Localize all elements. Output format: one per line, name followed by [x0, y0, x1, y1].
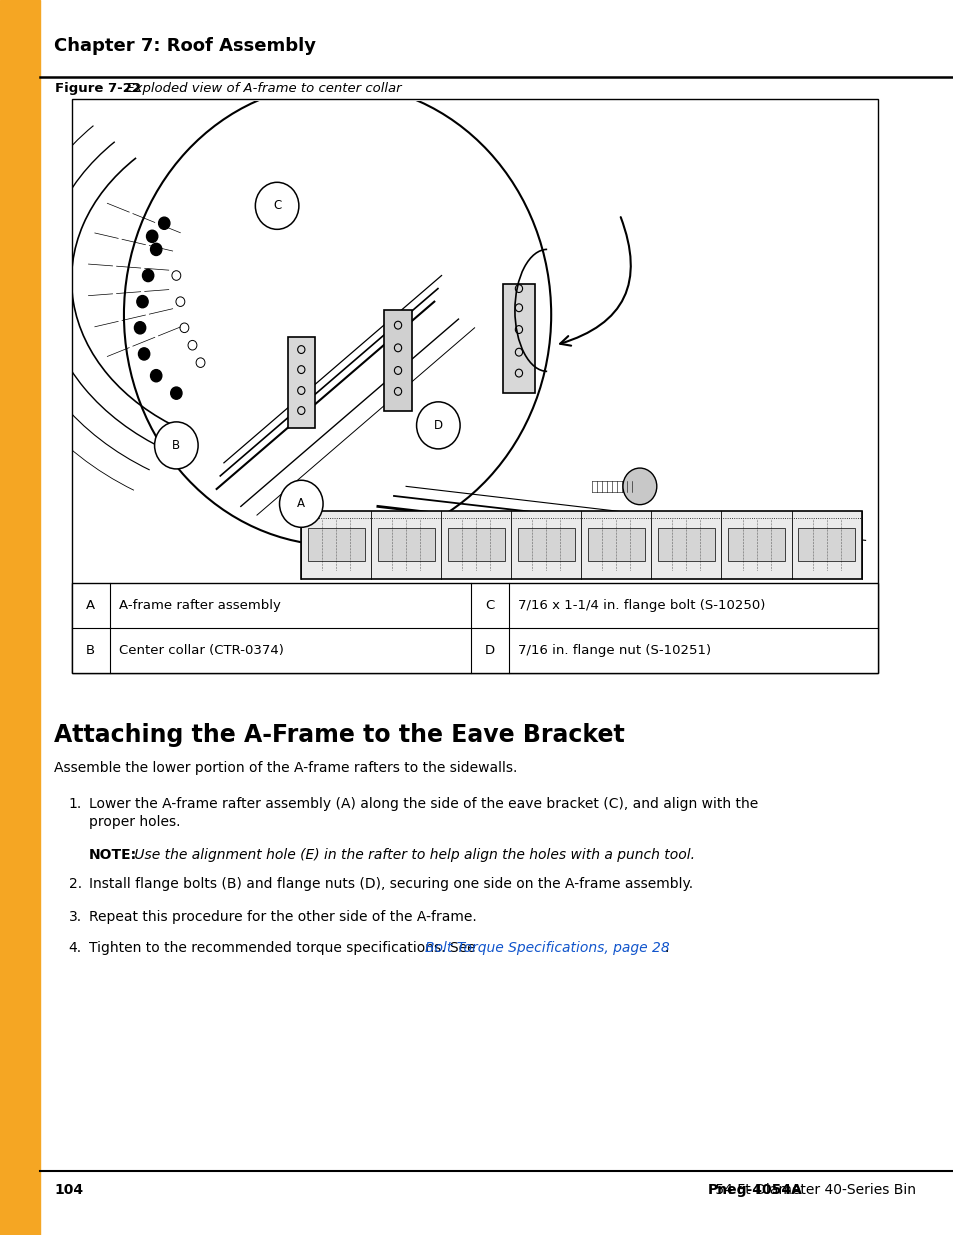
Text: Tighten to the recommended torque specifications. See: Tighten to the recommended torque specif… — [89, 941, 479, 955]
Circle shape — [416, 401, 459, 448]
Text: A-frame rafter assembly: A-frame rafter assembly — [119, 599, 281, 613]
Bar — [384, 310, 412, 410]
Text: Exploded view of A-frame to center collar: Exploded view of A-frame to center colla… — [122, 82, 401, 95]
Text: NOTE:: NOTE: — [89, 848, 136, 862]
Text: B: B — [86, 643, 95, 657]
FancyArrowPatch shape — [559, 217, 630, 346]
Bar — [797, 529, 854, 561]
Circle shape — [158, 217, 170, 230]
Bar — [377, 529, 435, 561]
Text: Install flange bolts (B) and flange nuts (D), securing one side on the A-frame a: Install flange bolts (B) and flange nuts… — [89, 877, 692, 890]
Text: Bolt Torque Specifications, page 28: Bolt Torque Specifications, page 28 — [424, 941, 669, 955]
Bar — [0, 0, 40, 1235]
Text: 1.: 1. — [69, 797, 82, 810]
Text: Repeat this procedure for the other side of the A-frame.: Repeat this procedure for the other side… — [89, 910, 476, 924]
Text: Figure 7-22: Figure 7-22 — [55, 82, 141, 95]
Text: Lower the A-frame rafter assembly (A) along the side of the eave bracket (C), an: Lower the A-frame rafter assembly (A) al… — [89, 797, 758, 829]
Text: Assemble the lower portion of the A-frame rafters to the sidewalls.: Assemble the lower portion of the A-fram… — [54, 761, 517, 776]
Bar — [447, 529, 504, 561]
Bar — [287, 336, 314, 429]
Text: D: D — [484, 643, 495, 657]
Text: .: . — [664, 941, 669, 955]
Text: 2.: 2. — [69, 877, 82, 890]
Circle shape — [147, 230, 157, 242]
Text: Pneg-4054A: Pneg-4054A — [707, 1183, 801, 1197]
Circle shape — [142, 269, 153, 282]
Bar — [308, 529, 364, 561]
Text: D: D — [434, 419, 442, 432]
Bar — [71, 99, 877, 673]
Circle shape — [151, 243, 162, 256]
Text: B: B — [172, 438, 180, 452]
Text: 7/16 x 1-1/4 in. flange bolt (S-10250): 7/16 x 1-1/4 in. flange bolt (S-10250) — [517, 599, 765, 613]
Text: 54 Ft Diameter 40-Series Bin: 54 Ft Diameter 40-Series Bin — [710, 1183, 915, 1197]
Bar — [301, 511, 861, 579]
Bar — [587, 529, 644, 561]
Circle shape — [154, 422, 198, 469]
Text: Chapter 7: Roof Assembly: Chapter 7: Roof Assembly — [54, 37, 316, 54]
Circle shape — [151, 369, 162, 382]
Circle shape — [279, 480, 323, 527]
Bar — [727, 529, 784, 561]
Bar — [658, 529, 715, 561]
Text: 3.: 3. — [69, 910, 82, 924]
Text: 7/16 in. flange nut (S-10251): 7/16 in. flange nut (S-10251) — [517, 643, 711, 657]
Circle shape — [255, 183, 298, 230]
Text: Center collar (CTR-0374): Center collar (CTR-0374) — [119, 643, 284, 657]
Text: C: C — [273, 199, 281, 212]
Circle shape — [622, 468, 656, 505]
Bar — [517, 529, 575, 561]
Text: A: A — [86, 599, 95, 613]
Text: Use the alignment hole (E) in the rafter to help align the holes with a punch to: Use the alignment hole (E) in the rafter… — [130, 848, 694, 862]
Text: 4.: 4. — [69, 941, 82, 955]
Text: A: A — [297, 498, 305, 510]
Circle shape — [138, 348, 150, 361]
Text: C: C — [484, 599, 494, 613]
Text: 104: 104 — [54, 1183, 84, 1197]
Bar — [502, 284, 535, 393]
Circle shape — [136, 295, 148, 308]
Circle shape — [171, 387, 182, 399]
Bar — [71, 583, 877, 673]
Text: Attaching the A-Frame to the Eave Bracket: Attaching the A-Frame to the Eave Bracke… — [54, 722, 624, 747]
Circle shape — [134, 321, 146, 333]
